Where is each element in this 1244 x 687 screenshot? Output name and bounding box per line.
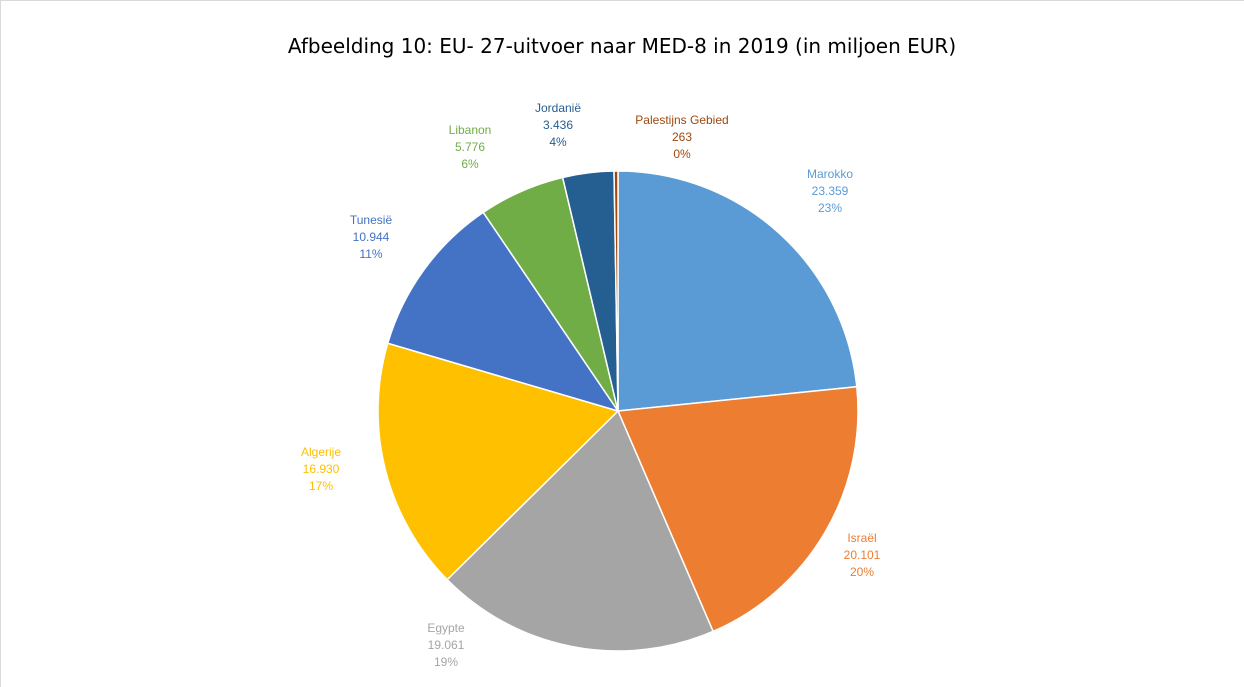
pie-slice-marokko: [617, 170, 858, 412]
data-label-percent-israel: 20%: [850, 565, 874, 579]
data-label-value-marokko: 23.359: [812, 184, 849, 198]
data-label-name-palestijns-gebied: Palestijns Gebied: [635, 113, 728, 127]
pie-slice-algerije: [377, 342, 620, 581]
data-label-name-jordanie: Jordanië: [535, 101, 581, 115]
data-label-percent-palestijns-gebied: 0%: [673, 147, 691, 161]
data-label-value-jordanie: 3.436: [543, 118, 573, 132]
data-label-percent-libanon: 6%: [461, 157, 479, 171]
data-label-name-libanon: Libanon: [449, 123, 492, 137]
data-label-name-marokko: Marokko: [807, 167, 853, 181]
data-label-percent-jordanie: 4%: [549, 135, 567, 149]
data-label-percent-tunesie: 11%: [359, 247, 382, 261]
data-label-value-palestijns-gebied: 263: [672, 130, 692, 144]
data-label-name-algerije: Algerije: [301, 445, 341, 459]
data-label-percent-egypte: 19%: [434, 655, 458, 669]
data-label-name-israel: Israël: [847, 531, 876, 545]
data-label-percent-algerije: 17%: [309, 479, 333, 493]
pie-slice-egypte: [446, 409, 715, 652]
data-label-percent-marokko: 23%: [818, 201, 842, 215]
chart-title: Afbeelding 10: EU- 27-uitvoer naar MED-8…: [287, 34, 957, 58]
data-label-name-egypte: Egypte: [427, 621, 465, 635]
data-label-value-tunesie: 10.944: [353, 230, 390, 244]
data-label-name-tunesie: Tunesië: [350, 213, 393, 227]
data-label-value-egypte: 19.061: [428, 638, 465, 652]
data-label-value-libanon: 5.776: [455, 140, 485, 154]
pie-slice-israel: [616, 385, 859, 633]
data-label-value-algerije: 16.930: [303, 462, 340, 476]
data-label-value-israel: 20.101: [844, 548, 881, 562]
pie-slice-palestijns-gebied: [613, 170, 619, 412]
pie-slice-tunesie: [386, 211, 620, 413]
